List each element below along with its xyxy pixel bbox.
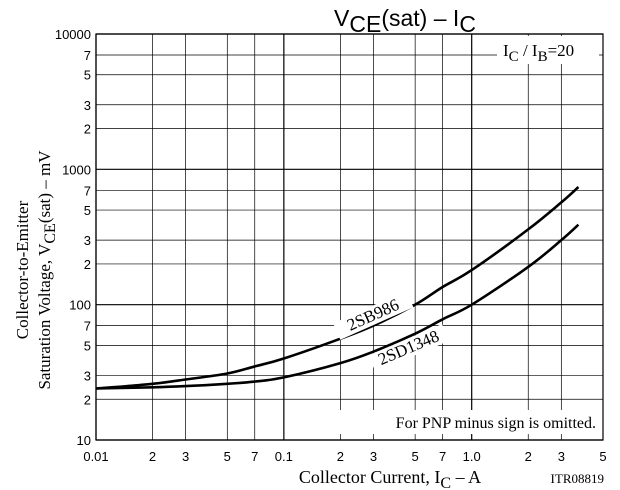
x-tick-label: 3 [370,449,377,464]
x-tick-labels: 0.01 2 3 5 7 0.1 2 3 5 7 1.0 2 3 5 [83,449,606,464]
y-tick-label: 2 [84,257,91,272]
y-tick-label: 100 [69,298,91,313]
y-tick-label: 10000 [55,27,91,42]
x-tick-label: 2 [149,449,156,464]
series-label-bg [368,324,450,373]
chart-title: VCE(sat) – IC [334,5,476,37]
y-tick-label: 5 [84,338,91,353]
plot-frame [95,33,604,441]
x-tick-label: 5 [224,449,231,464]
note-box [320,410,598,434]
y-tick-label: 2 [84,392,91,407]
y-axis-label-line1: Collector-to-Emitter [13,200,32,339]
x-tick-label: 7 [439,449,446,464]
x-tick-label: 5 [412,449,419,464]
y-tick-label: 7 [84,319,91,334]
x-tick-label: 0.1 [275,449,293,464]
y-tick-labels: 10 2 3 5 7 100 2 3 5 7 1000 2 3 5 7 10000 [55,27,91,448]
y-tick-label: 3 [84,368,91,383]
series-line-2SD1348 [95,223,580,390]
x-tick-label: 1.0 [463,449,481,464]
condition-box [497,36,599,64]
x-tick-label: 0.01 [83,449,108,464]
x-tick-label: 2 [337,449,344,464]
y-tick-label: 7 [84,183,91,198]
x-axis-label: Collector Current, IC – A [299,467,481,490]
y-axis-label-line2: Saturation Voltage, VCE(sat) – mV [35,150,59,390]
y-axis-label: Collector-to-Emitter Saturation Voltage,… [13,150,59,390]
figure-code: ITR08819 [551,471,604,486]
y-tick-label: 2 [84,122,91,137]
y-tick-label: 5 [84,203,91,218]
pnp-note: For PNP minus sign is omitted. [396,415,596,432]
series-label-2SB986: 2SB986 [344,295,402,335]
series-line-2SB986 [95,186,580,390]
y-tick-label: 5 [84,68,91,83]
y-tick-label: 1000 [62,162,91,177]
x-tick-label: 2 [525,449,532,464]
series-label-2SD1348: 2SD1348 [375,326,442,369]
y-tick-label: 10 [77,433,91,448]
y-tick-label: 3 [84,98,91,113]
grid-lines [95,33,604,441]
series-label-bg [333,290,414,340]
condition-label: IC / IB=20 [503,41,574,65]
y-tick-label: 7 [84,48,91,63]
x-tick-label: 3 [558,449,565,464]
x-tick-label: 3 [182,449,189,464]
y-tick-label: 3 [84,233,91,248]
x-tick-label: 5 [599,449,606,464]
x-tick-label: 7 [251,449,258,464]
